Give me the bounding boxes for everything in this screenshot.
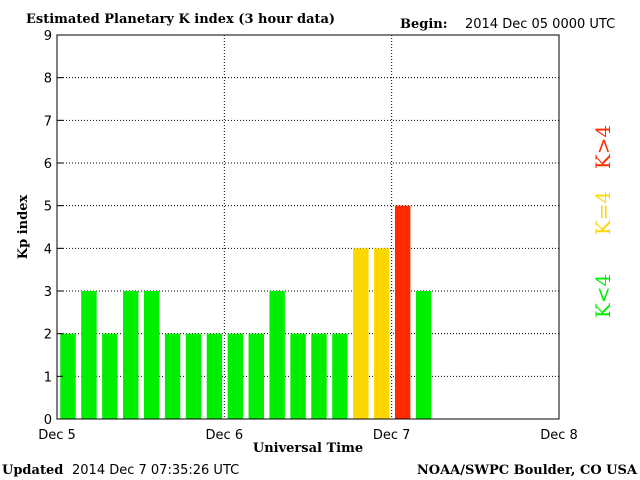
kp-bar (206, 333, 223, 419)
y-tick-label: 8 (44, 72, 52, 87)
kp-bar (248, 333, 264, 419)
kp-bar (332, 333, 348, 419)
begin-label: Begin: (400, 17, 448, 32)
kp-bar (227, 333, 244, 419)
y-tick-label: 3 (44, 285, 52, 300)
updated-label: Updated (2, 463, 63, 478)
x-tick-label: Dec 7 (373, 428, 411, 443)
kp-bar (415, 291, 432, 419)
y-tick-label: 4 (44, 242, 52, 257)
x-tick-label: Dec 8 (540, 428, 578, 443)
kp-bar (143, 291, 160, 419)
kp-bar (353, 248, 369, 419)
legend-label: K>4 (591, 125, 615, 169)
y-axis: 0 1 2 3 4 5 6 7 8 9 (44, 29, 63, 428)
y-tick-label: 1 (44, 370, 52, 385)
y-tick-label: 6 (44, 157, 52, 172)
x-axis: Dec 5 Dec 6 Dec 7 Dec 8 (38, 428, 578, 443)
grid-lines (57, 35, 559, 419)
y-tick-label: 0 (44, 413, 52, 428)
kp-bar (60, 333, 76, 419)
kp-bar (269, 291, 285, 419)
credit-text: NOAA/SWPC Boulder, CO USA (417, 463, 638, 478)
legend-label: K=4 (591, 191, 615, 235)
updated-value: 2014 Dec 7 07:35:26 UTC (72, 463, 239, 478)
kp-bar (394, 205, 411, 419)
y-axis-label: Kp index (16, 195, 31, 260)
y-tick-label: 2 (44, 328, 52, 343)
kp-bar (374, 248, 390, 419)
y-tick-label: 9 (44, 29, 52, 44)
x-axis-label: Universal Time (253, 441, 363, 456)
x-tick-label: Dec 6 (206, 428, 244, 443)
plot-frame (56, 34, 560, 420)
kp-bar (164, 333, 181, 419)
kp-bar (102, 333, 118, 419)
begin-value: 2014 Dec 05 0000 UTC (465, 17, 615, 32)
bars (60, 205, 432, 419)
legend: K<4 K=4 K>4 (591, 125, 615, 318)
kp-bar (81, 291, 97, 419)
legend-label: K<4 (591, 274, 615, 318)
kp-bar (311, 333, 327, 419)
y-tick-label: 5 (44, 200, 52, 215)
x-tick-label: Dec 5 (38, 428, 76, 443)
kp-bar (123, 291, 139, 419)
kp-bar (185, 333, 202, 419)
chart-title: Estimated Planetary K index (3 hour data… (26, 12, 335, 27)
y-tick-label: 7 (44, 114, 52, 129)
kp-bar (290, 333, 306, 419)
